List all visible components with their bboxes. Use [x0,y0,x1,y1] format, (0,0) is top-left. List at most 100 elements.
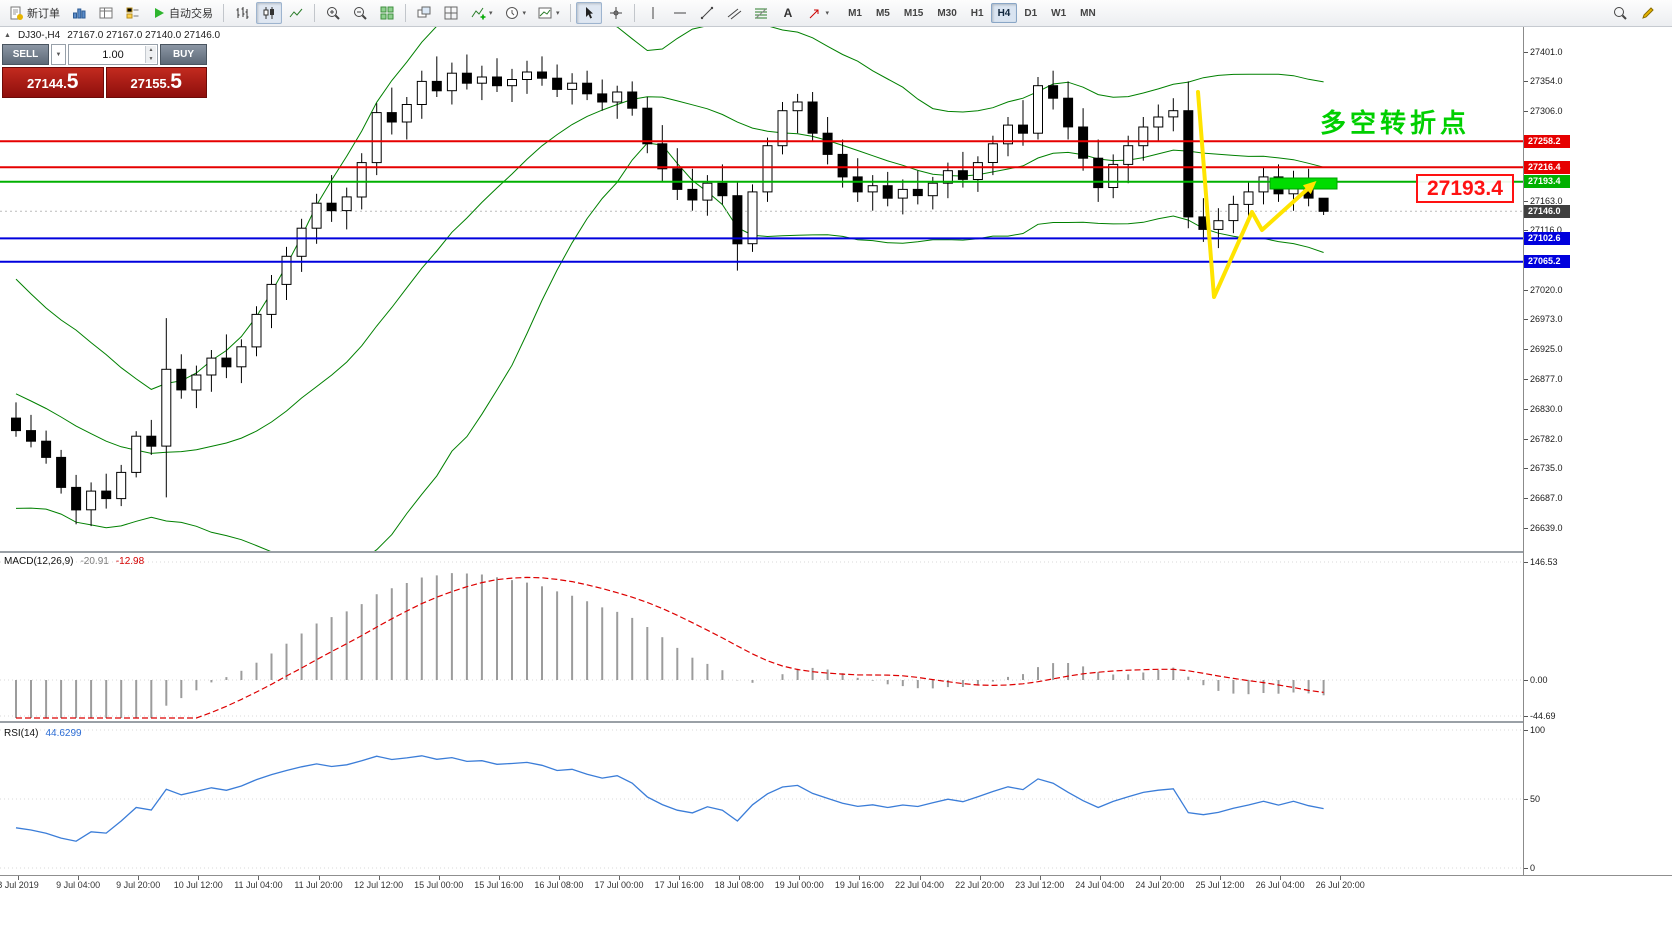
macd-chart[interactable] [0,553,1523,721]
price-tick: 26877.0 [1530,374,1563,385]
candle [401,97,412,140]
timeframe-mn[interactable]: MN [1080,7,1096,19]
volume-input[interactable]: 1.00 ▲ ▼ [68,44,158,65]
time-tick-mark [619,876,620,880]
sell-price-tile[interactable]: 27144. 5 [2,67,104,98]
periods-button[interactable]: ▾ [499,2,532,24]
axis-tick-mark [1524,730,1528,731]
yellow-zigzag-arrow[interactable] [1196,90,1317,299]
panel-toggle-icon[interactable]: ▲ [4,32,11,39]
panel-separator[interactable] [0,551,1672,553]
timeframe-m30[interactable]: M30 [937,7,957,19]
crosshair-tool-button[interactable] [603,2,629,24]
arrows-tool-button[interactable]: ▾ [802,2,835,24]
volume-dropdown[interactable]: ▼ [51,44,66,65]
candle [732,181,743,271]
line-chart-button[interactable] [283,2,309,24]
timeframe-m5[interactable]: M5 [875,7,890,19]
turning-point-annotation[interactable]: 多空转折点 [1320,108,1471,138]
time-axis[interactable]: 8 Jul 2019 9 Jul 04:00 9 Jul 20:00 10 Jul 1… [0,875,1672,895]
price-callout[interactable]: 27193.4 [1416,174,1514,203]
bar-chart-button[interactable] [229,2,255,24]
buy-price-tile[interactable]: 27155. 5 [105,67,207,98]
candle [311,193,322,244]
symbol-ohlc-header: ▲ DJ30-,H4 27167.0 27167.0 27140.0 27146… [4,30,220,41]
axis-tick-mark [1524,290,1528,291]
pivot-highlight-bar[interactable] [1269,177,1338,190]
price-badge-support-lower: 27065.2 [1524,255,1570,269]
trendline-icon [700,6,713,20]
candle [567,73,578,105]
zoom-in-button[interactable] [320,2,346,24]
macd-name: MACD(12,26,9) [4,556,74,567]
candle [236,339,247,384]
price-badge-resistance-lower: 27216.4 [1524,160,1570,174]
toolbar-separator [633,4,635,22]
vertical-line-tool-button[interactable] [640,2,666,24]
chart-canvas[interactable]: ▲ DJ30-,H4 27167.0 27167.0 27140.0 27146… [0,27,1523,551]
search-button[interactable] [1607,2,1633,24]
panel-separator[interactable] [0,721,1672,723]
rsi-axis-label: 50 [1530,794,1541,804]
timeframe-h1[interactable]: H1 [970,7,984,19]
new-order-button[interactable]: 新订单 [3,2,65,24]
buy-button[interactable]: BUY [160,44,207,65]
data-window-button[interactable] [93,2,119,24]
line-chart-icon [289,8,303,18]
fibonacci-tool-button[interactable] [748,2,774,24]
autotrading-button[interactable]: 自动交易 [147,2,218,24]
horizontal-line-tool-button[interactable] [667,2,693,24]
timeframe-h4[interactable]: H4 [990,3,1018,23]
chevron-down-icon: ▾ [522,9,527,17]
zoom-out-button[interactable] [347,2,373,24]
data-window-icon [99,7,113,19]
market-watch-button[interactable] [66,2,92,24]
candlestick-chart-icon [263,7,274,19]
price-axis[interactable]: 27401.0 27354.0 27306.0 27163.0 27116.0 27020… [1523,27,1672,895]
candle [507,68,517,102]
candle [386,87,397,135]
indicators-button[interactable]: ▾ [465,2,498,24]
templates-button[interactable]: ▾ [532,2,565,24]
time-tick-mark [318,876,320,880]
timeframe-m1[interactable]: M1 [848,7,862,19]
price-tick: 27401.0 [1530,47,1563,57]
toolbar-separator [314,4,315,22]
candlestick-chart-button[interactable] [256,2,282,24]
volume-stepper[interactable]: ▲ ▼ [145,46,156,63]
time-label: 22 Jul 20:00 [955,880,1005,890]
candle [11,402,21,437]
time-label: 17 Jul 00:00 [594,880,644,890]
indicators-icon [471,7,486,20]
time-label: 19 Jul 16:00 [834,880,884,890]
candlestick-chart[interactable] [0,27,1523,551]
cascade-windows-button[interactable] [411,2,437,24]
sell-button[interactable]: SELL [2,44,49,65]
price-tick: 27354.0 [1530,76,1563,87]
arrange-windows-button[interactable] [438,2,464,24]
candle [221,334,232,379]
macd-axis-label: -44.69 [1530,710,1556,721]
navigator-button[interactable] [120,2,146,24]
channel-tool-button[interactable] [721,2,747,24]
axis-tick-mark [1524,81,1528,83]
candle [837,139,848,188]
step-down-icon[interactable]: ▼ [146,54,156,63]
text-tool-button[interactable]: A [775,2,801,24]
timeframe-d1[interactable]: D1 [1024,7,1038,19]
time-label: 22 Jul 04:00 [894,880,945,890]
trendline-tool-button[interactable] [694,2,720,24]
cursor-tool-button[interactable] [575,2,602,24]
price-badge-resistance-upper: 27258.2 [1524,134,1570,148]
rsi-chart[interactable] [0,723,1523,875]
symbol-period-label: DJ30-,H4 [17,30,61,41]
candle [1093,139,1104,202]
autotrading-icon [155,8,164,18]
timeframe-w1[interactable]: W1 [1051,7,1067,19]
sell-price: 27144. [27,76,67,91]
candle [912,170,923,205]
step-up-icon[interactable]: ▲ [146,46,156,55]
edit-button[interactable] [1635,2,1661,24]
timeframe-m15[interactable]: M15 [903,7,924,19]
tile-windows-button[interactable] [374,2,400,24]
